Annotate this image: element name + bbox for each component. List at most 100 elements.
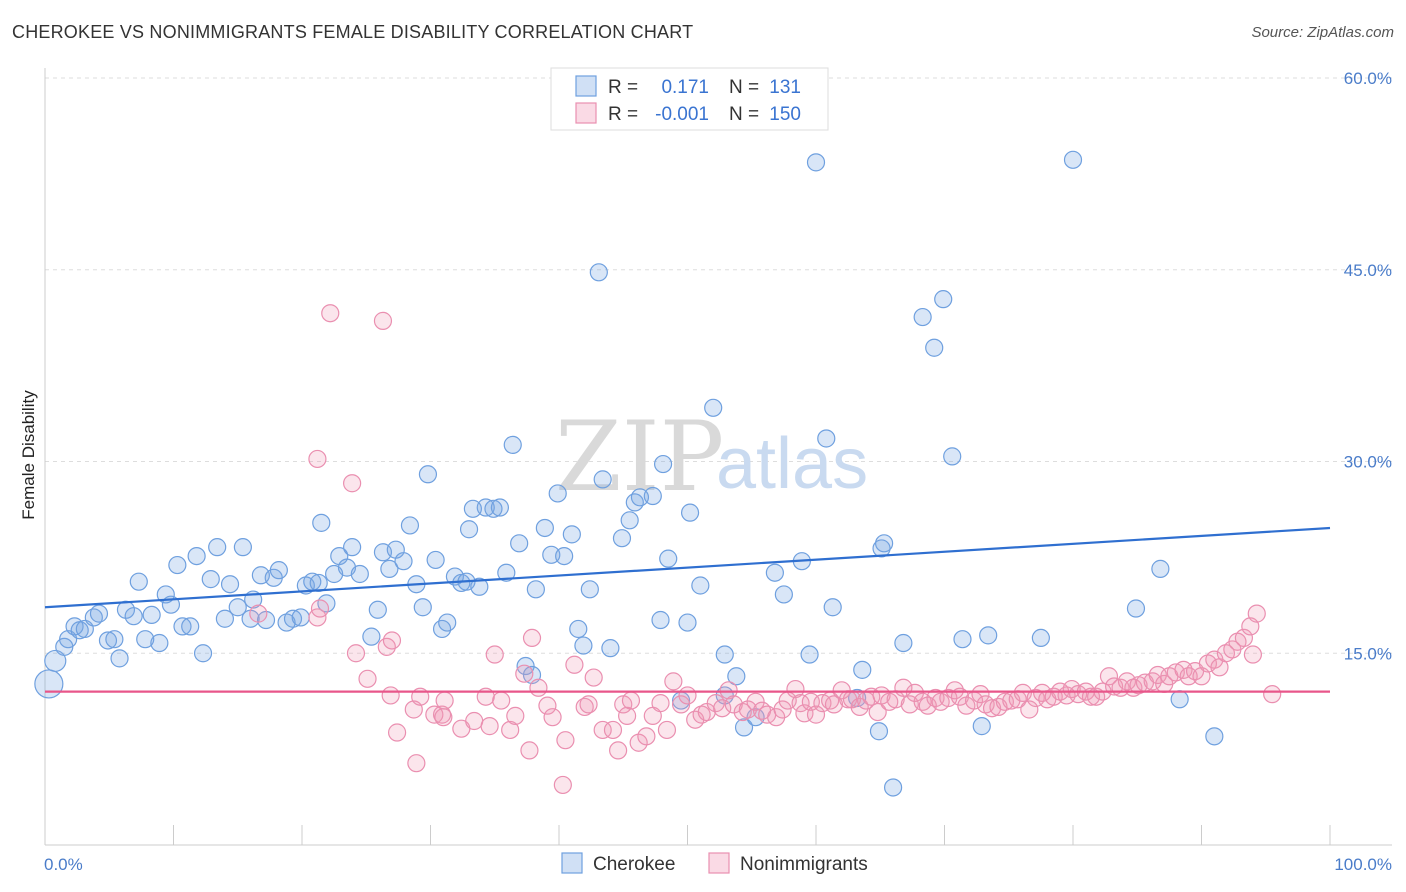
point-cherokee — [765, 563, 784, 582]
point-cherokee — [201, 570, 220, 589]
point-nonimmigrants — [506, 706, 525, 725]
point-nonimmigrants — [515, 664, 534, 683]
source-credit: Source: ZipAtlas.com — [1251, 24, 1394, 41]
stats-legend-box — [550, 67, 829, 131]
point-cherokee — [972, 717, 991, 736]
point-cherokee — [601, 639, 620, 658]
point-cherokee — [44, 649, 67, 673]
point-nonimmigrants — [678, 686, 697, 705]
point-nonimmigrants — [1243, 645, 1263, 664]
point-cherokee — [659, 549, 678, 568]
point-nonimmigrants — [343, 474, 362, 493]
point-cherokee — [380, 559, 399, 578]
point-nonimmigrants — [308, 449, 327, 469]
trend-lines — [44, 526, 1331, 693]
point-cherokee — [208, 538, 227, 557]
point-cherokee — [426, 550, 445, 570]
point-nonimmigrants — [358, 669, 377, 688]
point-nonimmigrants — [529, 678, 548, 697]
point-nonimmigrants — [1099, 667, 1119, 686]
point-cherokee — [516, 656, 535, 676]
point-cherokee — [173, 617, 192, 636]
point-nonimmigrants — [1148, 665, 1167, 685]
point-nonimmigrants — [593, 720, 612, 740]
point-cherokee — [1126, 599, 1146, 618]
point-cherokee — [394, 552, 413, 571]
point-nonimmigrants — [1247, 604, 1266, 623]
legend-n-label-1: N = — [729, 77, 759, 98]
point-nonimmigrants — [407, 754, 426, 773]
legend-r-value-2: -0.001 — [655, 104, 709, 125]
y-tick-label: 30.0% — [1344, 453, 1392, 472]
point-cherokee — [875, 534, 894, 553]
x-tick-label-min: 0.0% — [44, 855, 83, 874]
point-nonimmigrants — [579, 695, 598, 714]
point-cherokee — [291, 608, 310, 627]
point-cherokee — [490, 498, 509, 517]
point-cherokee — [704, 398, 723, 417]
point-nonimmigrants — [249, 604, 268, 623]
point-nonimmigrants — [637, 727, 656, 746]
point-nonimmigrants — [1263, 685, 1282, 704]
point-cherokee — [459, 520, 479, 539]
point-cherokee — [653, 454, 673, 474]
point-nonimmigrants — [382, 631, 402, 650]
point-cherokee — [510, 534, 529, 553]
point-cherokee — [569, 619, 588, 639]
point-nonimmigrants — [485, 645, 504, 664]
y-tick-label: 60.0% — [1344, 69, 1392, 88]
point-cherokee — [869, 722, 889, 741]
axes — [44, 68, 1392, 846]
point-cherokee — [476, 498, 495, 517]
point-cherokee — [823, 598, 842, 617]
point-cherokee — [883, 778, 903, 797]
point-nonimmigrants — [971, 685, 990, 704]
point-cherokee — [1151, 559, 1170, 578]
point-cherokee — [484, 499, 503, 518]
point-nonimmigrants — [553, 775, 572, 795]
point-nonimmigrants — [387, 723, 407, 742]
watermark: ZIP atlas — [555, 401, 868, 513]
point-nonimmigrants — [719, 681, 738, 700]
point-cherokee — [362, 627, 381, 646]
point-nonimmigrants — [501, 720, 520, 740]
point-cherokee — [350, 564, 369, 584]
point-cherokee — [943, 447, 962, 466]
point-nonimmigrants — [657, 720, 677, 740]
point-nonimmigrants — [538, 696, 557, 715]
point-cherokee — [368, 600, 387, 619]
point-cherokee — [678, 613, 697, 632]
point-cherokee — [853, 660, 872, 679]
legend-r-value-1: 0.171 — [661, 77, 709, 98]
point-cherokee — [34, 669, 64, 699]
bottom-legend-label-cherokee: Cherokee — [593, 854, 675, 875]
legend-swatch-nonimmigrants — [575, 102, 597, 124]
legend-n-label-2: N = — [729, 104, 759, 125]
point-cherokee — [548, 484, 567, 503]
point-nonimmigrants — [603, 720, 623, 740]
point-nonimmigrants — [609, 741, 628, 760]
point-nonimmigrants — [832, 681, 851, 700]
point-cherokee — [470, 577, 489, 596]
point-nonimmigrants — [520, 741, 539, 760]
point-cherokee — [535, 518, 554, 538]
point-nonimmigrants — [1020, 700, 1039, 719]
point-cherokee — [555, 546, 574, 566]
point-nonimmigrants — [824, 695, 844, 714]
point-cherokee — [110, 649, 129, 668]
series-legend: Cherokee Nonimmigrants — [561, 852, 868, 875]
point-nonimmigrants — [310, 599, 330, 618]
point-cherokee — [181, 617, 200, 636]
point-cherokee — [1063, 150, 1083, 169]
point-cherokee — [168, 555, 187, 575]
point-nonimmigrants — [381, 686, 400, 705]
y-axis-title: Female Disability — [19, 390, 38, 520]
point-nonimmigrants — [671, 695, 691, 714]
point-nonimmigrants — [795, 704, 814, 723]
point-nonimmigrants — [435, 691, 454, 710]
point-cherokee — [150, 633, 169, 653]
point-cherokee — [612, 529, 632, 548]
point-cherokee — [589, 263, 608, 282]
point-cherokee — [734, 718, 754, 737]
point-cherokee — [925, 338, 944, 357]
